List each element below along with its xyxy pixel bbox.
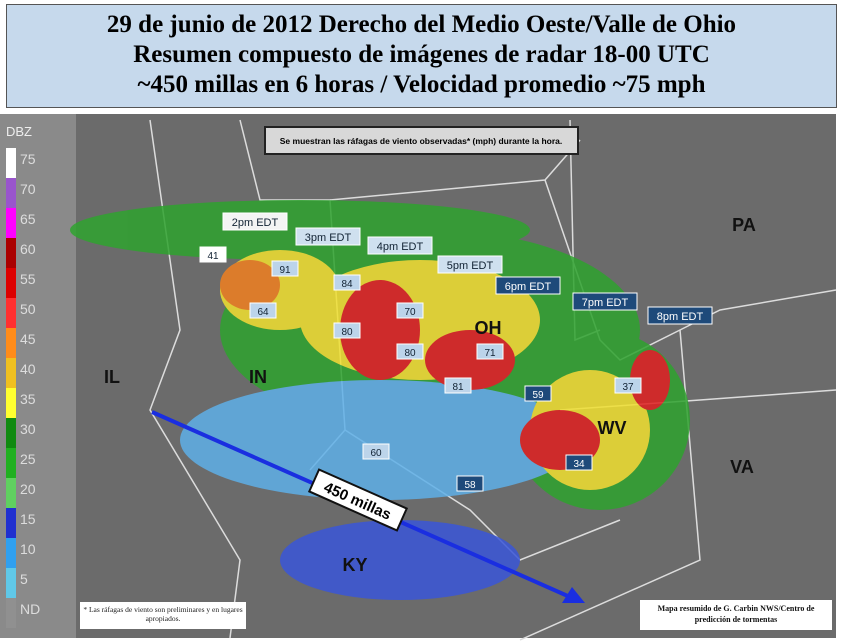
gust-value: 37 xyxy=(622,382,634,393)
gust-value: 59 xyxy=(532,390,544,401)
legend-label: 25 xyxy=(20,451,36,467)
gust-box xyxy=(396,343,424,360)
gust-value: 71 xyxy=(484,348,496,359)
gust-value: 58 xyxy=(464,480,476,491)
legend-swatch xyxy=(6,268,16,298)
gust-value: 80 xyxy=(404,348,416,359)
legend-swatch xyxy=(6,388,16,418)
legend-swatch xyxy=(6,238,16,268)
legend-label: 45 xyxy=(20,331,36,347)
gust-value: 81 xyxy=(452,382,464,393)
legend-label: 30 xyxy=(20,421,36,437)
time-label-box xyxy=(437,255,503,274)
legend-swatch xyxy=(6,448,16,478)
gust-value: 34 xyxy=(573,459,585,470)
gust-box xyxy=(396,302,424,319)
gust-value: 80 xyxy=(341,327,353,338)
state-label: VA xyxy=(730,457,754,477)
time-label-box xyxy=(572,292,638,311)
state-label: KY xyxy=(342,555,367,575)
time-label: 6pm EDT xyxy=(505,281,552,293)
arrow-head xyxy=(562,587,585,603)
legend-swatch xyxy=(6,298,16,328)
legend-swatch xyxy=(6,358,16,388)
time-label: 2pm EDT xyxy=(232,217,279,229)
note-box xyxy=(264,126,579,155)
state-label: IN xyxy=(249,367,267,387)
gust-box xyxy=(456,475,484,492)
legend-swatch xyxy=(6,538,16,568)
legend-label: 50 xyxy=(20,301,36,317)
state-label: OH xyxy=(475,318,502,338)
time-label-box xyxy=(367,236,433,255)
legend-label: 15 xyxy=(20,511,36,527)
header: 29 de junio de 2012 Derecho del Medio Oe… xyxy=(6,4,837,108)
legend-swatch xyxy=(6,418,16,448)
gust-box xyxy=(333,322,361,339)
time-label: 7pm EDT xyxy=(582,297,629,309)
time-label-box xyxy=(647,306,713,325)
legend-label: 40 xyxy=(20,361,36,377)
time-label: 3pm EDT xyxy=(305,232,352,244)
gust-box xyxy=(362,443,390,460)
legend-label: 10 xyxy=(20,541,36,557)
legend-swatch xyxy=(6,148,16,178)
note-text: Se muestran las ráfagas de viento observ… xyxy=(280,136,562,146)
gust-box xyxy=(271,260,299,277)
footnote-box: * Las ráfagas de viento son preliminares… xyxy=(80,602,246,629)
legend-swatch xyxy=(6,208,16,238)
time-label-box xyxy=(222,212,288,231)
gust-value: 84 xyxy=(341,279,353,290)
legend-label: 35 xyxy=(20,391,36,407)
gust-box xyxy=(565,454,593,471)
legend-label: 70 xyxy=(20,181,36,197)
legend-swatch xyxy=(6,178,16,208)
legend-label: 20 xyxy=(20,481,36,497)
time-label-box xyxy=(295,227,361,246)
gust-box xyxy=(444,377,472,394)
legend-label: 75 xyxy=(20,151,36,167)
time-label-box xyxy=(495,276,561,295)
legend-swatch xyxy=(6,508,16,538)
state-label: PA xyxy=(732,215,756,235)
time-label: 8pm EDT xyxy=(657,311,704,323)
title-line: Resumen compuesto de imágenes de radar 1… xyxy=(133,41,710,68)
state-label: IL xyxy=(104,367,120,387)
gust-value: 41 xyxy=(207,251,219,262)
legend-swatch xyxy=(6,478,16,508)
gust-box xyxy=(476,343,504,360)
legend-label: ND xyxy=(20,601,40,617)
credit-box: Mapa resumido de G. Carbin NWS/Centro de… xyxy=(640,600,832,630)
distance-box xyxy=(307,468,409,532)
title-line: ~450 millas en 6 horas / Velocidad prome… xyxy=(137,71,706,98)
gust-box xyxy=(614,377,642,394)
legend-swatch xyxy=(6,568,16,598)
gust-box xyxy=(524,385,552,402)
gust-value: 64 xyxy=(257,307,269,318)
legend-swatch xyxy=(6,328,16,358)
credit: Mapa resumido de G. Carbin NWS/Centro de… xyxy=(640,600,832,630)
gust-value: 70 xyxy=(404,307,416,318)
time-label: 4pm EDT xyxy=(377,241,424,253)
state-label: WV xyxy=(598,418,627,438)
legend-label: 55 xyxy=(20,271,36,287)
legend-label: 65 xyxy=(20,211,36,227)
time-label: 5pm EDT xyxy=(447,260,494,272)
gust-value: 91 xyxy=(279,265,291,276)
footnote: * Las ráfagas de viento son preliminares… xyxy=(80,602,246,629)
gust-box xyxy=(333,274,361,291)
gust-box xyxy=(249,302,277,319)
legend-label: 60 xyxy=(20,241,36,257)
legend-swatch xyxy=(6,598,16,628)
gust-value: 60 xyxy=(370,448,382,459)
title-line: 29 de junio de 2012 Derecho del Medio Oe… xyxy=(106,11,737,38)
legend-label: 5 xyxy=(20,571,28,587)
legend-title: DBZ xyxy=(6,124,32,139)
gust-box xyxy=(199,246,227,263)
